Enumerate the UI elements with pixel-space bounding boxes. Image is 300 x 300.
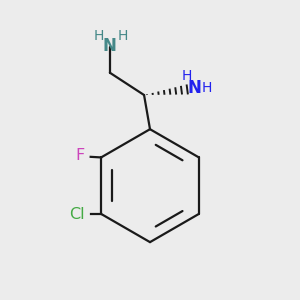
Text: H: H xyxy=(202,81,212,94)
Text: H: H xyxy=(117,29,128,44)
Text: H: H xyxy=(182,69,192,83)
Text: N: N xyxy=(103,37,117,55)
Text: F: F xyxy=(75,148,84,164)
Text: N: N xyxy=(188,79,202,97)
Text: Cl: Cl xyxy=(69,207,85,222)
Text: H: H xyxy=(93,29,104,44)
